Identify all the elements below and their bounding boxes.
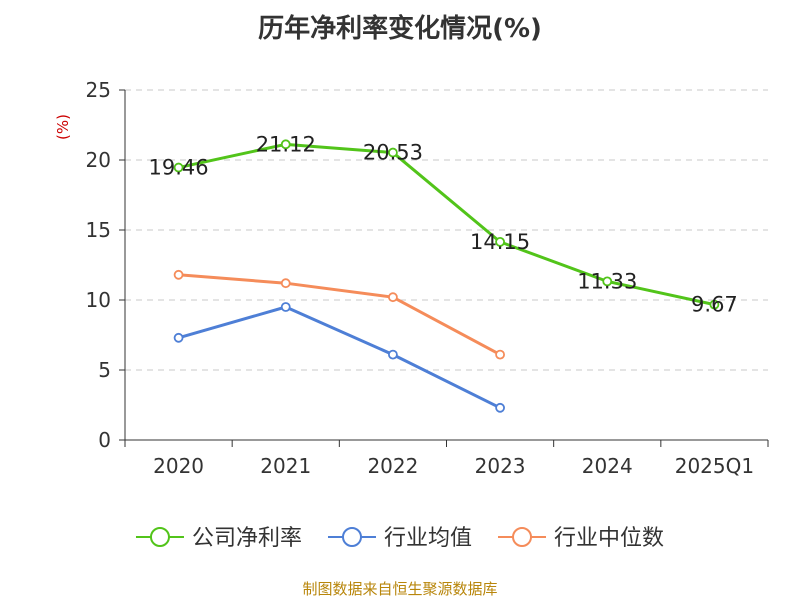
legend-item-2[interactable]: 行业中位数 <box>498 526 664 551</box>
data-point-2-1 <box>280 278 291 289</box>
data-point-2-2 <box>388 292 398 303</box>
legend-marker-1 <box>341 527 362 547</box>
x-tick-label-2022: 2022 <box>367 454 418 478</box>
data-point-0-0 <box>173 162 184 173</box>
legend-label-2: 行业中位数 <box>554 526 664 551</box>
grid-lines <box>125 89 768 371</box>
data-point-1-1 <box>280 302 291 312</box>
data-label-2: 20.53 <box>363 141 423 165</box>
data-label-1: 21.12 <box>256 132 316 156</box>
data-point-0-4 <box>602 276 613 287</box>
legend-marker-2 <box>512 527 533 547</box>
x-tick-label-2025Q1: 2025Q1 <box>675 454 754 478</box>
data-point-1-3 <box>495 402 505 413</box>
data-point-0-1 <box>280 139 291 150</box>
series-layer <box>173 139 720 413</box>
series-line-0 <box>178 142 715 307</box>
data-label-3: 14.15 <box>470 230 530 254</box>
series-1 <box>173 302 505 413</box>
y-tick-label-15: 15 <box>86 218 111 242</box>
series-line-1 <box>178 305 501 410</box>
y-tick-label-25: 25 <box>86 78 111 102</box>
y-tick-label-10: 10 <box>86 288 111 312</box>
legend-label-0: 公司净利率 <box>192 526 302 551</box>
data-label-0: 19.46 <box>149 156 209 180</box>
legend-label-1: 行业均值 <box>384 526 472 551</box>
data-label-4: 11.33 <box>577 269 637 293</box>
y-tick-label-0: 0 <box>98 428 111 452</box>
data-point-0-3 <box>495 236 505 247</box>
data-point-0-2 <box>388 147 398 158</box>
data-labels: 19.46 21.12 20.53 14.15 11.33 9.67 <box>149 132 738 316</box>
legend-item-1[interactable]: 行业均值 <box>327 526 472 551</box>
data-label-5: 9.67 <box>691 293 738 317</box>
axes: 0 5 10 15 20 25 2020 2021 2022 2023 2024 2025Q1 <box>86 78 769 478</box>
data-point-1-0 <box>173 332 184 343</box>
data-point-0-5 <box>709 299 720 310</box>
series-line-2 <box>178 273 501 356</box>
y-axis-label: (%) <box>54 114 72 140</box>
x-tick-label-2021: 2021 <box>260 454 311 478</box>
series-0 <box>173 139 720 310</box>
source-note: 制图数据来自恒生聚源数据库 <box>302 580 498 598</box>
x-tick-label-2020: 2020 <box>153 454 204 478</box>
x-tick-label-2023: 2023 <box>475 454 526 478</box>
legend-marker-0 <box>149 527 170 547</box>
y-tick-label-20: 20 <box>86 148 111 172</box>
data-point-2-3 <box>495 349 505 360</box>
data-point-2-0 <box>173 269 184 280</box>
legend[interactable]: 公司净利率 行业均值 行业中位数 <box>135 526 664 551</box>
series-2 <box>173 269 505 360</box>
legend-item-0[interactable]: 公司净利率 <box>135 526 302 551</box>
y-tick-label-5: 5 <box>98 358 111 382</box>
data-point-1-2 <box>388 349 398 360</box>
chart-title: 历年净利率变化情况(%) <box>258 14 542 44</box>
x-tick-label-2024: 2024 <box>582 454 633 478</box>
